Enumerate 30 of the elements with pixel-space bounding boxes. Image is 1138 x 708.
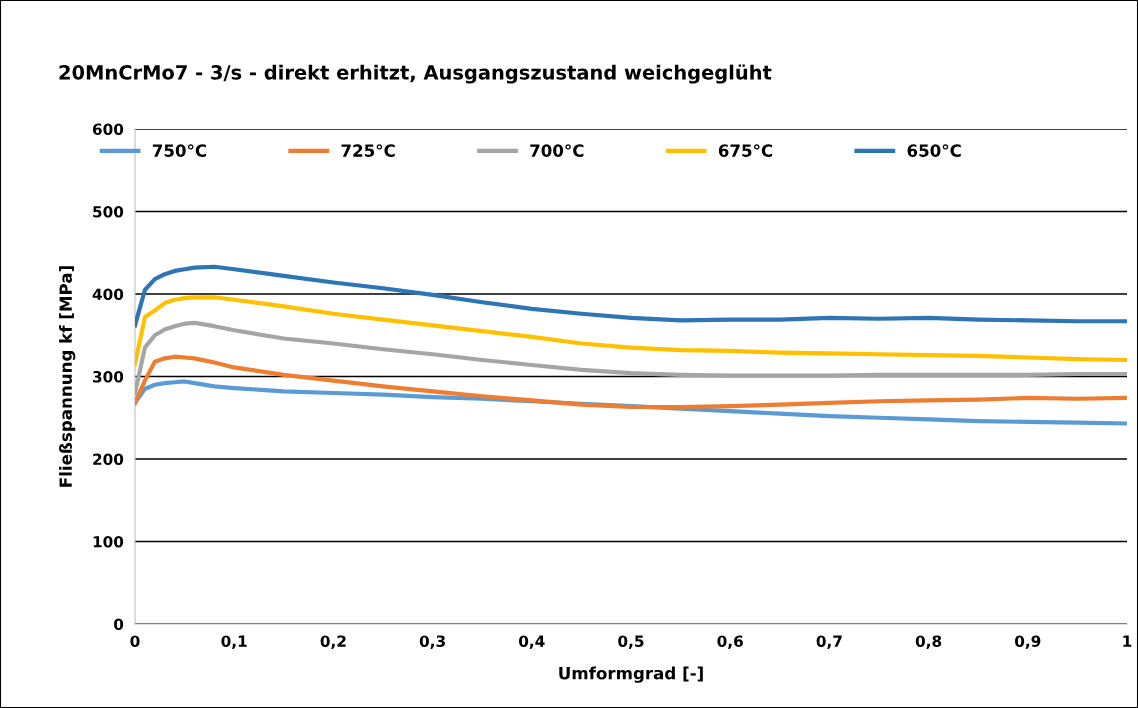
y-tick-label: 600 bbox=[92, 123, 124, 136]
x-tick-label: 0 bbox=[130, 635, 140, 647]
y-tick-label: 200 bbox=[93, 453, 124, 466]
line-series bbox=[135, 264, 1127, 328]
x-tick-label: 1 bbox=[1123, 635, 1132, 647]
x-tick-label: 0,1 bbox=[221, 635, 247, 649]
y-tick-label: 0 bbox=[113, 618, 124, 631]
x-tick-label: 0,2 bbox=[320, 635, 346, 649]
legend-label: 675°C bbox=[718, 144, 773, 157]
x-tick-label: 0,8 bbox=[915, 635, 942, 649]
legend-label: 750°C bbox=[152, 144, 207, 157]
x-tick-label: 0,5 bbox=[618, 635, 644, 649]
x-tick-label: 0,3 bbox=[419, 635, 445, 649]
chart-title: 20MnCrMo7 - 3/s - direkt erhitzt, Ausgangszustand weichgeglüht bbox=[59, 64, 772, 84]
x-tick-label: 0,9 bbox=[1015, 635, 1041, 649]
y-tick-label: 100 bbox=[93, 535, 124, 548]
x-axis-title: Umformgrad [-] bbox=[559, 666, 703, 683]
line-series bbox=[135, 320, 1127, 396]
line-series bbox=[135, 354, 1127, 410]
legend-label: 700°C bbox=[530, 144, 584, 157]
y-tick-label: 400 bbox=[92, 288, 124, 301]
x-tick-label: 0,4 bbox=[519, 635, 545, 649]
legend-label: 725°C bbox=[341, 144, 395, 157]
legend-label: 650°C bbox=[907, 144, 961, 157]
y-axis-title: Fließspannung kf [MPa] bbox=[59, 266, 76, 487]
y-tick-label: 500 bbox=[93, 205, 124, 218]
x-tick-label: 0,7 bbox=[816, 635, 842, 649]
y-tick-label: 300 bbox=[93, 370, 124, 383]
x-tick-label: 0,6 bbox=[717, 635, 743, 649]
line-series bbox=[135, 295, 1127, 367]
